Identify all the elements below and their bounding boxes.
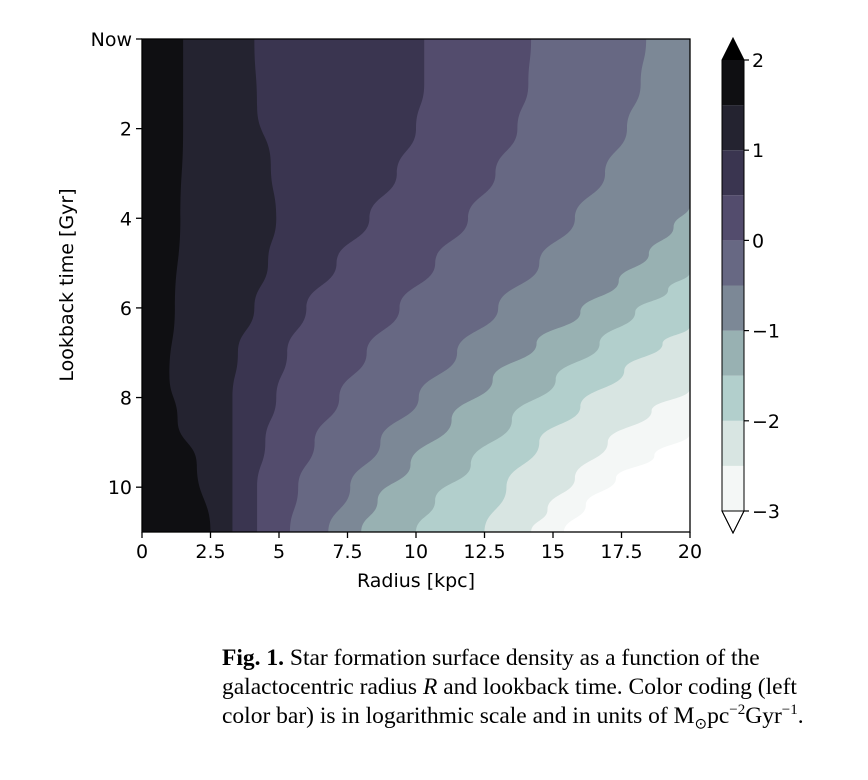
colorbar-segment [722, 60, 744, 106]
caption-var-r: R [422, 674, 438, 700]
colorbar-tick-label: −2 [752, 411, 780, 433]
colorbar-tick-label: 2 [752, 50, 764, 72]
colorbar-segment [722, 465, 744, 511]
caption-end: . [797, 703, 804, 729]
caption-exp-2: −1 [781, 702, 798, 719]
x-tick-label: 7.5 [332, 541, 362, 563]
caption-lead: Fig. 1. [222, 645, 285, 671]
y-axis-ticks: Now 2 4 6 8 10 [91, 29, 142, 499]
y-tick-label: 4 [120, 208, 132, 230]
colorbar-segment [722, 240, 744, 286]
colorbar-tick-label: −3 [752, 501, 780, 523]
y-axis-label: Lookback time [Gyr] [56, 188, 78, 381]
x-tick-label: 20 [678, 541, 702, 563]
y-tick-label: Now [91, 29, 132, 51]
contour-band [484, 39, 690, 532]
contour-fill-layer [142, 39, 690, 532]
colorbar-extend-high [722, 38, 744, 60]
colorbar-extend-low [721, 510, 745, 535]
caption-text-2: and lookback time. Color coding (left co… [222, 674, 797, 729]
x-tick-label: 17.5 [600, 541, 642, 563]
colorbar-segment [722, 420, 744, 466]
x-tick-label: 2.5 [195, 541, 225, 563]
y-tick-label: 6 [120, 298, 132, 320]
colorbar-segment [722, 150, 744, 196]
caption-exp-1: −2 [729, 702, 746, 719]
colorbar-segment [722, 195, 744, 241]
y-tick-label: 10 [108, 477, 132, 499]
x-tick-label: 10 [404, 541, 428, 563]
x-axis-ticks: 0 2.5 5 7.5 10 12.5 15 17.5 20 [136, 532, 702, 563]
colorbar-segment [722, 330, 744, 376]
colorbar-tick-label: −1 [752, 321, 780, 343]
caption-unit-gyr: Gyr [745, 703, 782, 729]
colorbar-tick-label: 1 [752, 140, 764, 162]
y-tick-label: 2 [120, 119, 132, 141]
contour-band [563, 39, 690, 532]
x-axis-label: Radius [kpc] [357, 570, 475, 592]
x-tick-label: 0 [136, 541, 148, 563]
caption-sun-symbol: ⊙ [694, 716, 708, 733]
colorbar-segment [722, 375, 744, 421]
figure-caption: Fig. 1. Star formation surface density a… [222, 644, 842, 733]
colorbar: 2 1 0 −1 −2 −3 [721, 36, 780, 535]
x-tick-label: 12.5 [463, 541, 505, 563]
x-tick-label: 5 [273, 541, 285, 563]
x-tick-label: 15 [541, 541, 565, 563]
caption-unit-pc: pc [707, 703, 730, 729]
caption-text-1: Star formation surface density as a func… [222, 645, 760, 700]
colorbar-segment [722, 105, 744, 151]
colorbar-tick-label: 0 [752, 230, 764, 252]
y-tick-label: 8 [120, 388, 132, 410]
colorbar-segment [722, 285, 744, 331]
